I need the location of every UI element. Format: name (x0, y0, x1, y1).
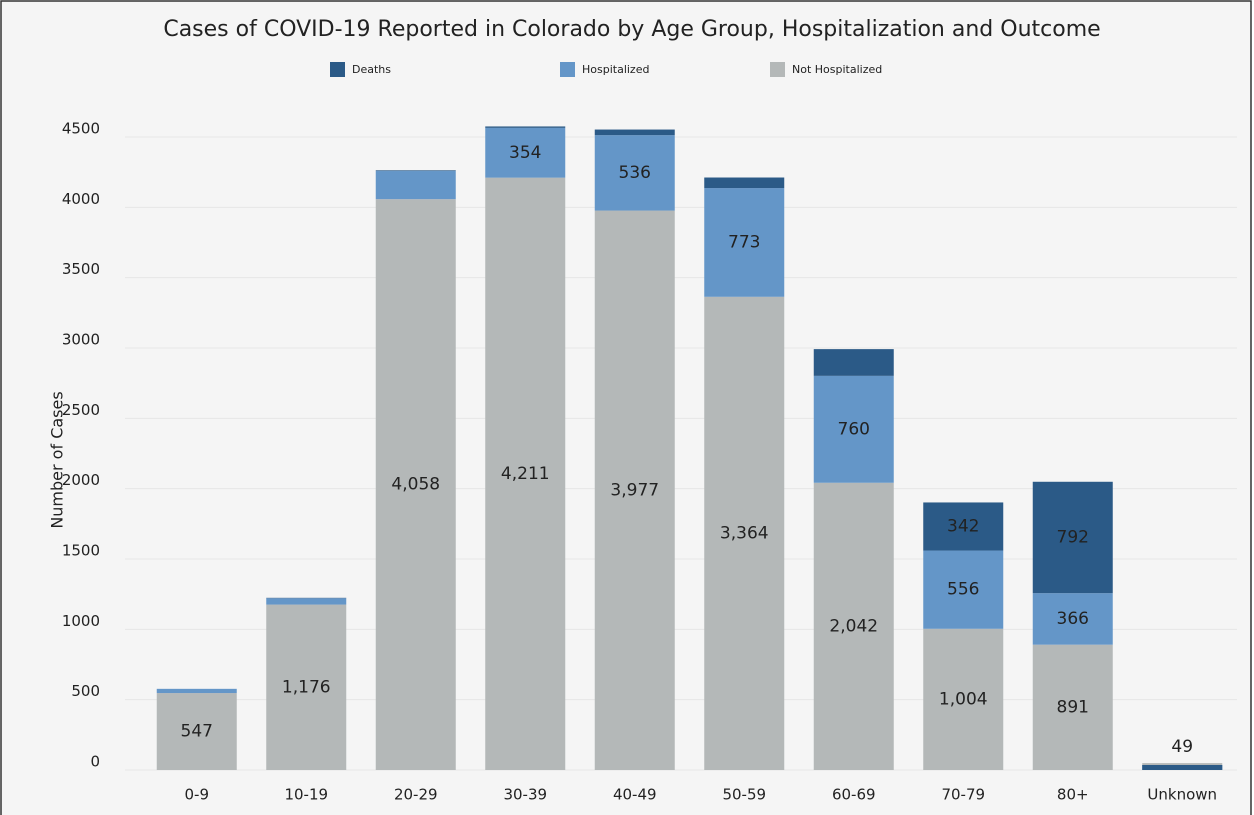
x-tick-label: Unknown (1147, 786, 1217, 804)
bar-segment (594, 129, 675, 136)
bar-segment (156, 693, 237, 770)
bar-segment (594, 210, 675, 770)
bar-segment (923, 502, 1004, 551)
y-tick-label: 1000 (62, 612, 100, 630)
bar-segment (704, 188, 785, 297)
value-label: 760 (838, 419, 870, 439)
legend-swatch (770, 62, 785, 77)
y-tick-label: 1500 (62, 542, 100, 560)
legend-swatch (330, 62, 345, 77)
value-label: 536 (619, 163, 651, 183)
value-label: 3,977 (610, 480, 659, 500)
x-tick-label: 50-59 (722, 786, 766, 804)
x-tick-label: 30-39 (503, 786, 547, 804)
bar-segment (1142, 765, 1223, 770)
x-tick-label: 20-29 (394, 786, 438, 804)
value-label: 1,176 (282, 677, 331, 697)
bar-segment (923, 550, 1004, 629)
y-tick-label: 4000 (62, 190, 100, 208)
bar-segment (594, 135, 675, 211)
value-label: 547 (181, 722, 213, 742)
chart-title: Cases of COVID-19 Reported in Colorado b… (163, 17, 1100, 42)
bar-segment (923, 628, 1004, 770)
x-tick-label: 10-19 (284, 786, 328, 804)
bar-segment (266, 598, 347, 605)
x-tick-label: 80+ (1057, 786, 1089, 804)
y-tick-label: 500 (71, 682, 100, 700)
bar-segment (1032, 481, 1113, 594)
legend-label: Hospitalized (582, 63, 649, 76)
bar-segment (485, 177, 566, 771)
x-tick-label: 40-49 (613, 786, 657, 804)
bar-segment (375, 170, 456, 172)
bar-segment (375, 171, 456, 200)
y-tick-label: 2500 (62, 401, 100, 419)
legend-label: Deaths (352, 63, 391, 76)
legend-swatch (560, 62, 575, 77)
value-label: 1,004 (939, 689, 988, 709)
bar-segment (813, 349, 894, 376)
value-label: 342 (947, 517, 979, 537)
y-tick-label: 3500 (62, 260, 100, 278)
y-tick-label: 3000 (62, 331, 100, 349)
bar-segment (156, 688, 237, 694)
value-label: 3,364 (720, 523, 769, 543)
value-label: 366 (1057, 609, 1089, 629)
bar-segment (1032, 593, 1113, 645)
bar-segment (704, 177, 785, 189)
value-label: 792 (1057, 527, 1089, 547)
legend-label: Not Hospitalized (792, 63, 882, 76)
value-label: 4,058 (391, 475, 440, 495)
x-tick-label: 60-69 (832, 786, 876, 804)
value-label: 891 (1057, 697, 1089, 717)
y-tick-label: 0 (90, 753, 100, 771)
value-label: 2,042 (829, 616, 878, 636)
value-label: 556 (947, 580, 979, 600)
bar-segment (1032, 644, 1113, 770)
bar-segment (266, 604, 347, 770)
x-tick-label: 0-9 (185, 786, 210, 804)
y-axis-label: Number of Cases (48, 391, 67, 528)
value-label: 49 (1171, 737, 1193, 757)
value-label: 354 (509, 143, 541, 163)
bar-segment (813, 482, 894, 770)
value-label: 773 (728, 232, 760, 252)
bar-segment (485, 127, 566, 178)
bar-segment (704, 296, 785, 770)
y-tick-label: 2000 (62, 471, 100, 489)
value-label: 4,211 (501, 464, 550, 484)
bar-segment (813, 375, 894, 483)
bar-segment (375, 199, 456, 770)
bar-segment (485, 126, 566, 128)
y-tick-label: 4500 (62, 120, 100, 138)
x-tick-label: 70-79 (941, 786, 985, 804)
